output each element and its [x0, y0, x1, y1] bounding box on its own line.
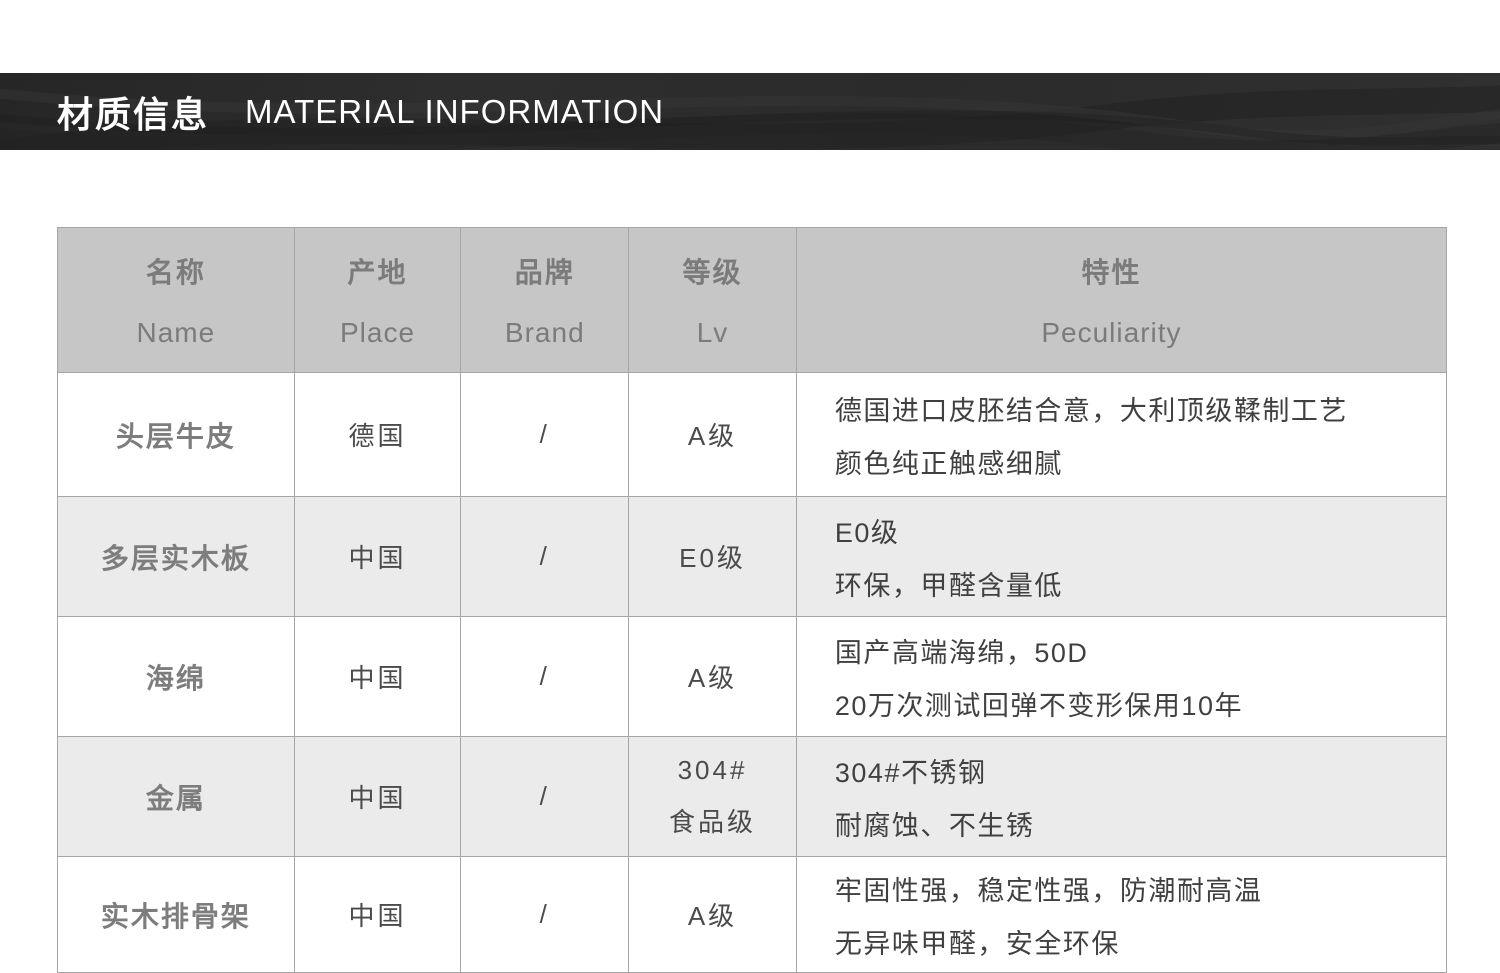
- peculiarity-line: E0级: [834, 517, 900, 548]
- cell-brand: /: [461, 373, 630, 496]
- cell-place: 德国: [295, 373, 462, 496]
- header-brand-zh: 品牌: [514, 257, 575, 288]
- cell-place: 中国: [295, 497, 462, 616]
- table-row: 多层实木板 中国 / E0级 E0级 环保，甲醛含量低: [58, 497, 1446, 617]
- header-cell-name: 名称 Name: [58, 228, 295, 372]
- cell-lv: E0级: [629, 497, 797, 616]
- peculiarity-line: 牢固性强，稳定性强，防潮耐高温: [834, 875, 1263, 906]
- header-place-zh: 产地: [347, 257, 408, 288]
- cell-peculiarity: 304#不锈钢 耐腐蚀、不生锈: [797, 737, 1446, 856]
- cell-peculiarity: E0级 环保，甲醛含量低: [797, 497, 1446, 616]
- lv-line: 食品级: [669, 806, 757, 837]
- header-peculiarity-en: Peculiarity: [1041, 317, 1182, 348]
- material-table: 名称 Name 产地 Place 品牌 Brand 等级 Lv 特性 Pecul…: [57, 227, 1447, 973]
- peculiarity-line: 德国进口皮胚结合意，大利顶级鞣制工艺: [834, 395, 1348, 426]
- cell-name: 多层实木板: [58, 497, 295, 616]
- cell-lv: A级: [629, 857, 797, 972]
- peculiarity-line: 环保，甲醛含量低: [834, 570, 1063, 601]
- header-peculiarity-zh: 特性: [1081, 257, 1142, 288]
- lv-line: 304#: [677, 754, 748, 785]
- cell-name: 金属: [58, 737, 295, 856]
- header-name-en: Name: [136, 317, 216, 348]
- header-cell-brand: 品牌 Brand: [461, 228, 630, 372]
- lv-line: A级: [687, 901, 738, 931]
- header-lv-en: Lv: [696, 317, 729, 348]
- cell-peculiarity: 牢固性强，稳定性强，防潮耐高温 无异味甲醛，安全环保: [797, 857, 1446, 972]
- header-cell-place: 产地 Place: [295, 228, 462, 372]
- banner-title-zh: 材质信息: [57, 93, 210, 135]
- cell-brand: /: [461, 497, 630, 616]
- section-banner: 材质信息 MATERIAL INFORMATION: [0, 73, 1500, 150]
- table-row: 头层牛皮 德国 / A级 德国进口皮胚结合意，大利顶级鞣制工艺 颜色纯正触感细腻: [58, 373, 1446, 497]
- header-place-en: Place: [340, 317, 416, 348]
- cell-place: 中国: [295, 737, 462, 856]
- lv-line: A级: [687, 663, 738, 693]
- cell-place: 中国: [295, 857, 462, 972]
- cell-lv: A级: [629, 617, 797, 736]
- lv-line: A级: [687, 421, 738, 451]
- banner-title-en: MATERIAL INFORMATION: [245, 92, 665, 130]
- cell-peculiarity: 国产高端海绵，50D 20万次测试回弹不变形保用10年: [797, 617, 1446, 736]
- header-brand-en: Brand: [504, 317, 585, 348]
- table-row: 实木排骨架 中国 / A级 牢固性强，稳定性强，防潮耐高温 无异味甲醛，安全环保: [58, 857, 1446, 972]
- header-cell-lv: 等级 Lv: [629, 228, 797, 372]
- peculiarity-line: 无异味甲醛，安全环保: [834, 928, 1120, 959]
- cell-brand: /: [461, 737, 630, 856]
- header-name-zh: 名称: [145, 257, 206, 288]
- cell-brand: /: [461, 617, 630, 736]
- peculiarity-line: 耐腐蚀、不生锈: [834, 810, 1035, 841]
- cell-lv: A级: [629, 373, 797, 496]
- cell-name: 实木排骨架: [58, 857, 295, 972]
- wave-texture: [0, 85, 1500, 150]
- lv-line: E0级: [679, 543, 746, 573]
- peculiarity-line: 304#不锈钢: [834, 757, 987, 788]
- table-row: 金属 中国 / 304# 食品级 304#不锈钢 耐腐蚀、不生锈: [58, 737, 1446, 857]
- table-header-row: 名称 Name 产地 Place 品牌 Brand 等级 Lv 特性 Pecul…: [58, 228, 1446, 373]
- cell-place: 中国: [295, 617, 462, 736]
- table-row: 海绵 中国 / A级 国产高端海绵，50D 20万次测试回弹不变形保用10年: [58, 617, 1446, 737]
- cell-lv: 304# 食品级: [629, 737, 797, 856]
- cell-name: 头层牛皮: [58, 373, 295, 496]
- peculiarity-line: 颜色纯正触感细腻: [834, 448, 1063, 479]
- peculiarity-line: 国产高端海绵，50D: [834, 637, 1089, 668]
- cell-peculiarity: 德国进口皮胚结合意，大利顶级鞣制工艺 颜色纯正触感细腻: [797, 373, 1446, 496]
- header-cell-peculiarity: 特性 Peculiarity: [797, 228, 1446, 372]
- header-lv-zh: 等级: [682, 257, 743, 288]
- cell-name: 海绵: [58, 617, 295, 736]
- peculiarity-line: 20万次测试回弹不变形保用10年: [834, 690, 1243, 721]
- cell-brand: /: [461, 857, 630, 972]
